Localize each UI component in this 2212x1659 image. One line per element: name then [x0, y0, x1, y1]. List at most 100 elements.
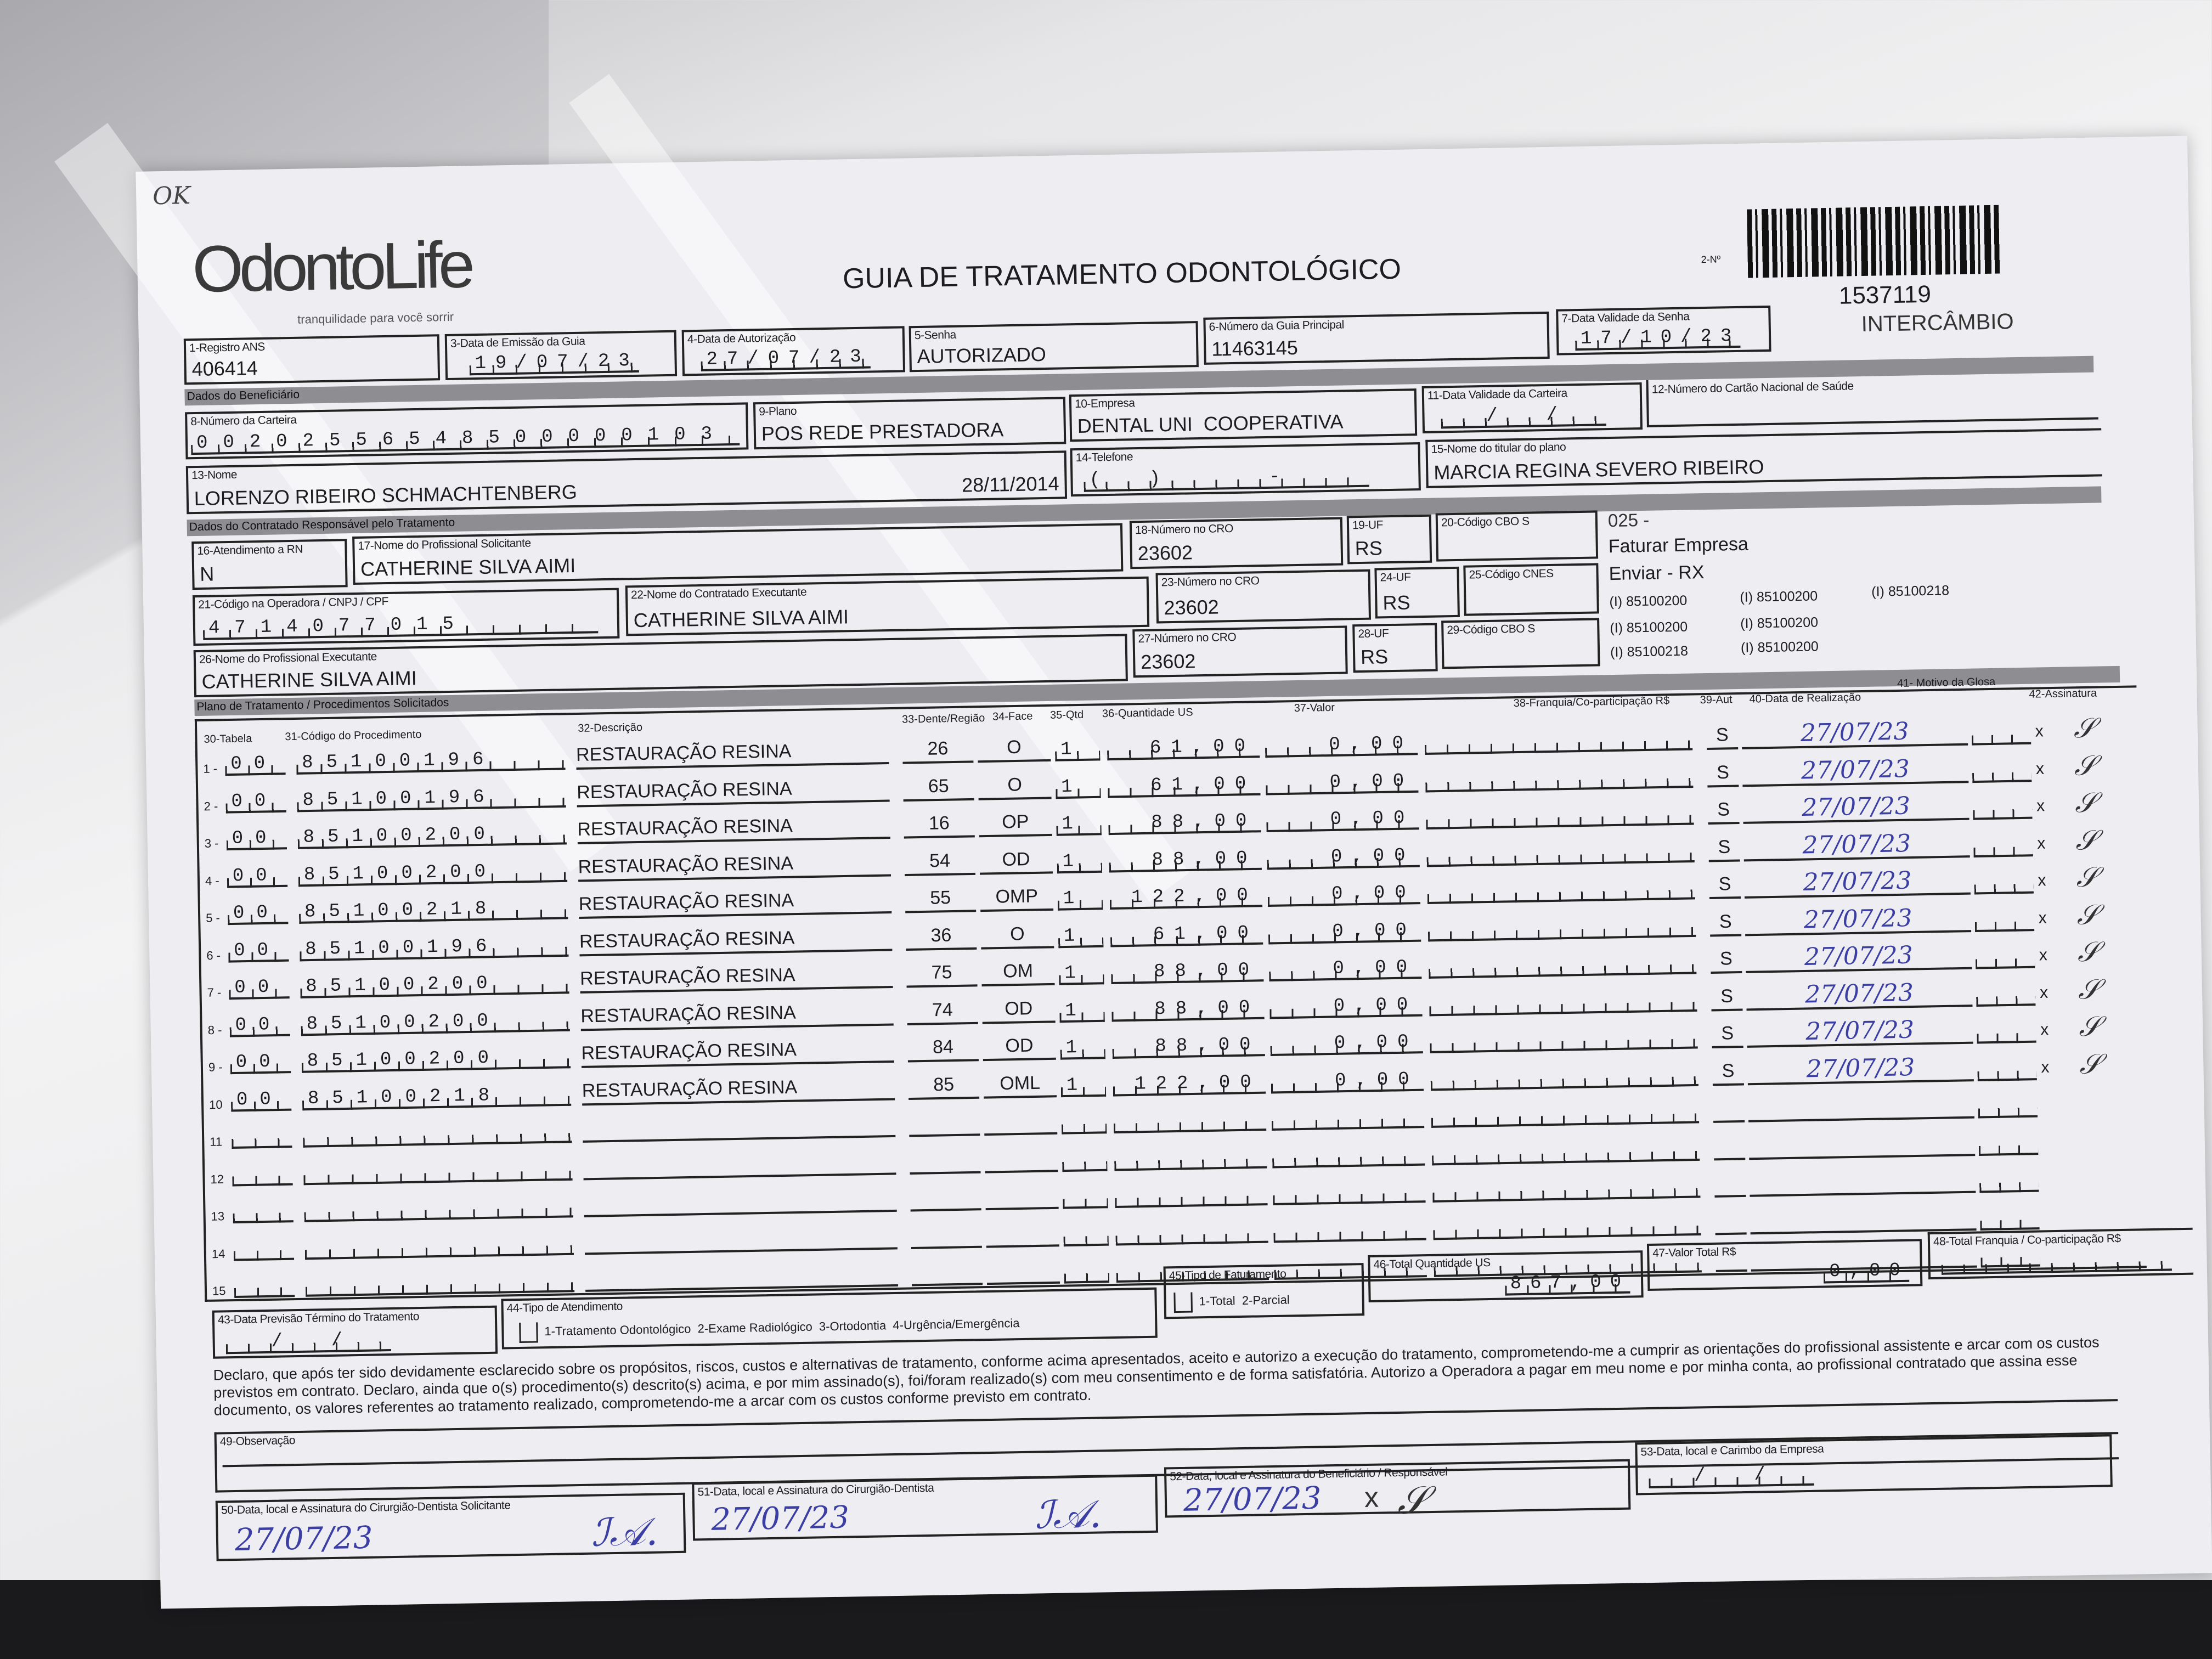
- cell-qtd[interactable]: [1063, 1223, 1109, 1246]
- cell-face[interactable]: [985, 1181, 1059, 1211]
- cell-qtd[interactable]: 1: [1060, 1074, 1107, 1097]
- cell-glosa[interactable]: [1972, 759, 2032, 783]
- validade-carteira-field[interactable]: 11-Data Validade da Carteira / /: [1421, 382, 1643, 433]
- cell-glosa[interactable]: [1976, 1020, 2036, 1044]
- cell-codigo[interactable]: 85100196: [299, 934, 569, 961]
- cell-face[interactable]: O: [978, 771, 1052, 800]
- cell-codigo[interactable]: [304, 1195, 573, 1222]
- cell-dente[interactable]: 85: [908, 1071, 980, 1100]
- cell-face[interactable]: OD: [981, 995, 1056, 1024]
- cell-descricao[interactable]: RESTAURAÇÃO RESINA: [579, 960, 893, 994]
- empresa-field[interactable]: 10-Empresa DENTAL UNI COOPERATIVA: [1069, 388, 1418, 442]
- cell-assinatura[interactable]: x: [2038, 909, 2047, 927]
- cell-qtd[interactable]: 1: [1058, 925, 1104, 948]
- cell-dente[interactable]: 16: [903, 810, 975, 839]
- nome-field[interactable]: 13-Nome LORENZO RIBEIRO SCHMACHTENBERG 2…: [185, 450, 1068, 515]
- cell-qtd-us[interactable]: [1114, 1183, 1268, 1208]
- cell-aut[interactable]: [1713, 1132, 1746, 1160]
- cell-aut[interactable]: [1714, 1206, 1747, 1235]
- cell-codigo[interactable]: [302, 1121, 572, 1148]
- cell-qtd-us[interactable]: 88,00: [1109, 848, 1262, 873]
- cell-descricao[interactable]: [583, 1184, 897, 1217]
- plano-field[interactable]: 9-Plano POS REDE PRESTADORA: [753, 397, 1066, 450]
- senha-field[interactable]: 5-Senha AUTORIZADO: [909, 321, 1199, 373]
- cell-tabela[interactable]: 00: [226, 827, 287, 851]
- cell-tabela[interactable]: 00: [230, 1051, 291, 1075]
- cell-tabela[interactable]: [233, 1200, 294, 1224]
- cell-glosa[interactable]: [1975, 946, 2035, 969]
- cell-data-realizacao[interactable]: 27/07/23: [1746, 1016, 1973, 1048]
- registro-ans-field[interactable]: 1-Registro ANS 406414: [183, 334, 441, 385]
- signature-51-box[interactable]: 51-Data, local e Assinatura do Cirurgião…: [692, 1474, 1159, 1541]
- cell-data-realizacao[interactable]: 27/07/23: [1745, 941, 1972, 973]
- cell-franquia[interactable]: [1433, 1213, 1701, 1240]
- cell-qtd[interactable]: [1064, 1261, 1110, 1284]
- cell-codigo[interactable]: 85100200: [301, 1046, 571, 1073]
- cell-aut[interactable]: S: [1707, 759, 1739, 788]
- cell-face[interactable]: OD: [979, 845, 1053, 875]
- cro-27-field[interactable]: 27-Número no CRO 23602: [1132, 625, 1348, 678]
- cell-tabela[interactable]: [232, 1163, 293, 1187]
- cell-assinatura[interactable]: x: [2040, 1020, 2049, 1039]
- cell-qtd[interactable]: 1: [1057, 888, 1103, 911]
- cell-qtd-us[interactable]: 122,00: [1109, 885, 1263, 910]
- cell-face[interactable]: OD: [983, 1032, 1056, 1062]
- cell-qtd[interactable]: [1062, 1149, 1108, 1172]
- cell-valor[interactable]: [1273, 1218, 1426, 1243]
- cell-data-realizacao[interactable]: [1749, 1165, 1976, 1197]
- previsao-termino-field[interactable]: 43-Data Previsão Término do Tratamento /…: [212, 1305, 498, 1359]
- cell-assinatura[interactable]: [2041, 1092, 2064, 1118]
- cell-assinatura[interactable]: x: [2037, 834, 2046, 853]
- cell-valor[interactable]: 0,00: [1268, 957, 1422, 982]
- cell-qtd[interactable]: [1062, 1186, 1108, 1209]
- cell-assinatura[interactable]: x: [2039, 983, 2049, 1002]
- cell-qtd[interactable]: 1: [1057, 850, 1102, 873]
- cell-dente[interactable]: 36: [905, 922, 977, 951]
- cell-data-realizacao[interactable]: 27/07/23: [1744, 867, 1971, 899]
- cell-franquia[interactable]: [1430, 1064, 1699, 1091]
- cell-codigo[interactable]: 85100200: [298, 860, 568, 887]
- cell-tabela[interactable]: 00: [225, 790, 286, 814]
- valor-total-field[interactable]: 47-Valor Total R$ 0,00: [1646, 1239, 1923, 1291]
- cell-franquia[interactable]: [1431, 1138, 1700, 1165]
- cell-valor[interactable]: 0,00: [1266, 808, 1419, 833]
- cell-qtd-us[interactable]: 88,00: [1111, 997, 1265, 1022]
- cell-glosa[interactable]: [1978, 1095, 2038, 1119]
- cell-glosa[interactable]: [1974, 909, 2035, 932]
- cell-codigo[interactable]: 85100218: [302, 1084, 572, 1110]
- cell-dente[interactable]: 75: [906, 959, 978, 988]
- contratado-executante-field[interactable]: 22-Nome do Contratado Executante CATHERI…: [625, 576, 1150, 636]
- cell-dente[interactable]: [909, 1108, 980, 1137]
- cell-valor[interactable]: 0,00: [1271, 1069, 1424, 1093]
- cell-dente[interactable]: [910, 1183, 981, 1212]
- cell-aut[interactable]: S: [1709, 871, 1741, 899]
- signature-50-box[interactable]: 50-Data, local e Assinatura do Cirurgião…: [215, 1492, 686, 1561]
- cell-descricao[interactable]: [584, 1221, 898, 1255]
- cell-valor[interactable]: 0,00: [1269, 994, 1423, 1019]
- cell-valor[interactable]: 0,00: [1270, 1031, 1423, 1056]
- cell-franquia[interactable]: [1432, 1176, 1701, 1203]
- cell-data-realizacao[interactable]: 27/07/23: [1743, 830, 1970, 861]
- tipo-atendimento-checkbox[interactable]: [519, 1322, 538, 1343]
- cell-descricao[interactable]: RESTAURAÇÃO RESINA: [579, 923, 893, 956]
- cell-franquia[interactable]: [1428, 952, 1697, 979]
- cell-aut[interactable]: S: [1711, 983, 1743, 1011]
- cell-qtd[interactable]: 1: [1054, 738, 1101, 761]
- cell-face[interactable]: OM: [981, 957, 1055, 987]
- cell-glosa[interactable]: [1973, 834, 2033, 857]
- cell-qtd-us[interactable]: 61,00: [1110, 922, 1263, 947]
- cell-aut[interactable]: S: [1708, 833, 1740, 862]
- cell-assinatura[interactable]: x: [2035, 722, 2044, 741]
- cell-glosa[interactable]: [1977, 1058, 2037, 1081]
- cell-descricao[interactable]: RESTAURAÇÃO RESINA: [577, 811, 890, 844]
- cell-dente[interactable]: 65: [902, 772, 974, 802]
- cell-dente[interactable]: 55: [905, 884, 977, 913]
- cell-qtd-us[interactable]: 122,00: [1113, 1071, 1266, 1096]
- cell-data-realizacao[interactable]: 27/07/23: [1746, 979, 1973, 1011]
- cell-franquia[interactable]: [1424, 728, 1693, 755]
- cell-qtd[interactable]: 1: [1055, 776, 1101, 799]
- cell-qtd-us[interactable]: 88,00: [1110, 960, 1264, 985]
- uf-24-field[interactable]: 24-UF RS: [1374, 566, 1460, 619]
- cell-codigo[interactable]: 85100200: [301, 1009, 570, 1036]
- data-emissao-field[interactable]: 3-Data de Emissão da Guia 19/07/23: [444, 330, 678, 381]
